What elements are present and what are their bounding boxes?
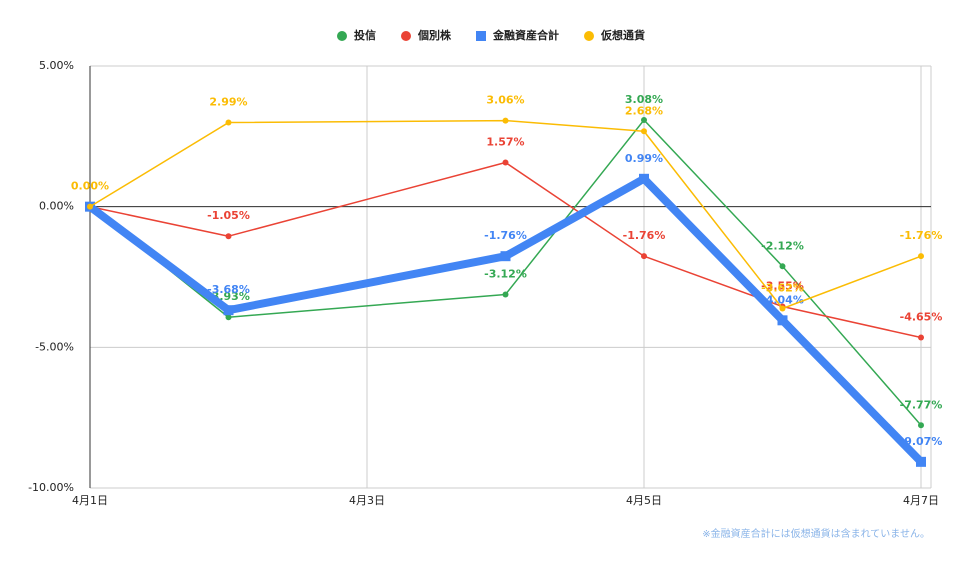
point [918,422,924,429]
value-label: 0.99% [625,152,663,165]
value-label: -1.76% [900,229,943,242]
x-tick-label: 4月5日 [626,494,662,507]
value-label: -3.62% [761,282,804,295]
point [225,314,232,321]
y-tick-label: 5.00% [39,59,74,72]
point [225,119,232,126]
x-tick-label: 4月1日 [72,494,108,507]
point [918,334,924,341]
value-label: -3.68% [207,283,250,296]
value-label: -1.76% [484,229,527,242]
x-tick-label: 4月3日 [349,494,385,507]
point [641,253,647,260]
point [502,159,509,166]
point [777,315,788,326]
legend-marker [476,31,486,41]
value-label: -2.12% [761,239,804,252]
value-label: -3.12% [484,267,527,280]
value-label: 2.68% [625,104,663,117]
legend-marker [401,31,411,41]
value-label: 0.00% [71,180,109,193]
value-label: -1.05% [207,209,250,222]
value-label: -9.07% [900,435,943,448]
point [641,128,647,135]
point [641,117,647,124]
legend-label: 金融資産合計 [492,28,559,42]
footnote: ※金融資産合計には仮想通貨は含まれていません。 [702,527,930,540]
point [779,305,786,312]
value-label: -7.77% [900,398,943,411]
legend-label: 個別株 [417,28,452,42]
point [223,305,234,316]
point [502,291,509,298]
legend-label: 仮想通貨 [600,28,645,42]
point [918,253,924,260]
series-line [87,174,924,465]
y-tick-label: -10.00% [28,481,74,494]
value-label: -4.65% [900,310,943,323]
point [87,203,93,210]
value-label: 2.99% [209,96,247,109]
point [639,173,649,184]
point [225,233,232,240]
point [779,263,786,270]
value-label: 3.08% [625,93,663,106]
series-line [89,119,922,426]
y-tick-label: 0.00% [39,200,74,213]
point [502,117,509,124]
x-tick-label: 4月7日 [903,494,939,507]
value-label: -3.55% [761,280,804,293]
series-line [89,161,922,339]
point [916,456,926,467]
y-tick-label: -5.00% [35,340,74,353]
legend-marker [337,31,347,41]
legend-marker [584,31,594,41]
point [500,251,511,262]
legend-label: 投信 [354,28,376,42]
value-label: -4.04% [761,293,804,306]
series-line [89,119,922,310]
value-label: 3.06% [486,94,524,107]
value-label: -1.76% [623,229,666,242]
value-label: 1.57% [486,135,524,148]
